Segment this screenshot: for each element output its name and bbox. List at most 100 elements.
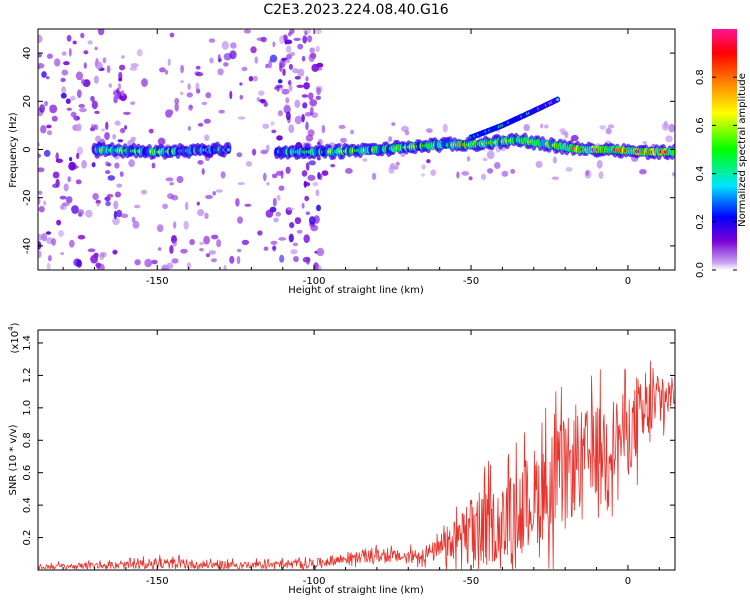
noise-blob	[106, 65, 111, 73]
noise-blob	[38, 250, 42, 258]
bottom-x-tick-label: 0	[625, 576, 631, 587]
noise-blob	[486, 150, 495, 160]
noise-blob	[187, 125, 191, 131]
noise-blob	[116, 209, 122, 218]
noise-blob	[56, 219, 62, 226]
noise-blob	[66, 34, 72, 42]
noise-blob	[321, 124, 326, 134]
noise-blob	[312, 181, 319, 187]
noise-blob	[584, 169, 592, 179]
noise-blob	[75, 179, 82, 185]
noise-blob	[466, 156, 471, 162]
noise-blob	[309, 106, 314, 116]
noise-blob	[552, 156, 557, 164]
noise-blob	[121, 55, 125, 59]
noise-blob	[167, 58, 171, 66]
noise-blob	[77, 234, 86, 240]
noise-blob	[607, 124, 615, 129]
noise-blob	[38, 197, 41, 205]
noise-blob	[38, 34, 43, 43]
noise-blob	[276, 170, 283, 176]
noise-blob	[294, 217, 302, 225]
noise-blob	[173, 221, 177, 229]
noise-blob	[104, 196, 111, 202]
noise-blob	[69, 157, 73, 162]
noise-blob	[535, 160, 543, 168]
noise-blob	[46, 237, 53, 245]
noise-blob	[91, 162, 96, 168]
noise-blob	[107, 175, 116, 181]
noise-blob	[120, 90, 125, 97]
noise-blob	[45, 231, 52, 235]
noise-blob	[303, 82, 310, 90]
noise-blob	[605, 127, 612, 135]
noise-blob	[260, 149, 268, 155]
noise-blob	[302, 256, 311, 263]
noise-blob	[204, 212, 209, 219]
noise-blob	[165, 177, 174, 182]
noise-blob	[124, 125, 128, 130]
noise-blob	[404, 130, 410, 136]
noise-blob	[307, 35, 313, 43]
noise-blob	[313, 112, 319, 118]
noise-blob	[112, 249, 118, 255]
noise-blob	[239, 82, 243, 86]
noise-blob	[93, 252, 99, 258]
noise-blob	[266, 182, 270, 186]
noise-blob	[94, 60, 98, 67]
noise-blob	[71, 205, 79, 214]
noise-blob	[165, 109, 173, 118]
noise-blob	[271, 173, 278, 179]
noise-blob	[81, 78, 85, 85]
noise-blob	[38, 153, 42, 158]
noise-blob	[482, 157, 488, 162]
noise-blob	[75, 71, 83, 81]
noise-blob	[197, 122, 204, 127]
noise-blob	[301, 55, 306, 62]
noise-blob	[426, 128, 433, 133]
noise-blob	[70, 111, 77, 118]
noise-blob	[565, 167, 573, 172]
noise-blob	[285, 111, 291, 121]
noise-blob	[76, 123, 82, 132]
noise-blob	[272, 41, 276, 48]
noise-blob	[195, 82, 200, 92]
bottom-y-tick-label: 1.2	[22, 367, 33, 383]
noise-blob	[236, 152, 243, 158]
noise-blob	[285, 59, 291, 64]
noise-blob	[203, 235, 211, 245]
top-x-tick-label: -100	[303, 276, 326, 287]
noise-blob	[316, 156, 321, 161]
noise-blob	[87, 248, 96, 253]
noise-blob	[185, 201, 189, 211]
noise-blob	[63, 183, 69, 192]
noise-blob	[285, 166, 291, 174]
noise-blob	[116, 88, 120, 94]
noise-blob	[243, 29, 252, 34]
noise-blob	[305, 121, 309, 131]
noise-blob	[38, 190, 43, 195]
noise-blob	[46, 53, 53, 59]
noise-blob	[391, 122, 396, 126]
noise-blob	[113, 200, 119, 210]
noise-blob	[230, 42, 237, 49]
noise-blob	[114, 191, 122, 198]
noise-blob	[288, 63, 293, 70]
noise-blob	[236, 256, 241, 265]
noise-blob	[301, 170, 308, 177]
noise-blob	[164, 69, 169, 75]
noise-blob	[132, 220, 140, 229]
noise-blob	[100, 251, 107, 258]
noise-blob	[523, 124, 530, 132]
noise-blob	[176, 175, 184, 184]
noise-blob	[494, 162, 501, 169]
noise-blob	[266, 144, 270, 152]
noise-blob	[275, 211, 282, 217]
noise-blob	[61, 86, 66, 94]
top-x-axis-label: Height of straight line (km)	[288, 285, 424, 296]
noise-blob	[282, 68, 286, 76]
noise-blob	[172, 240, 177, 247]
noise-blob	[350, 129, 354, 135]
noise-blob	[166, 262, 174, 270]
noise-blob	[217, 68, 224, 76]
